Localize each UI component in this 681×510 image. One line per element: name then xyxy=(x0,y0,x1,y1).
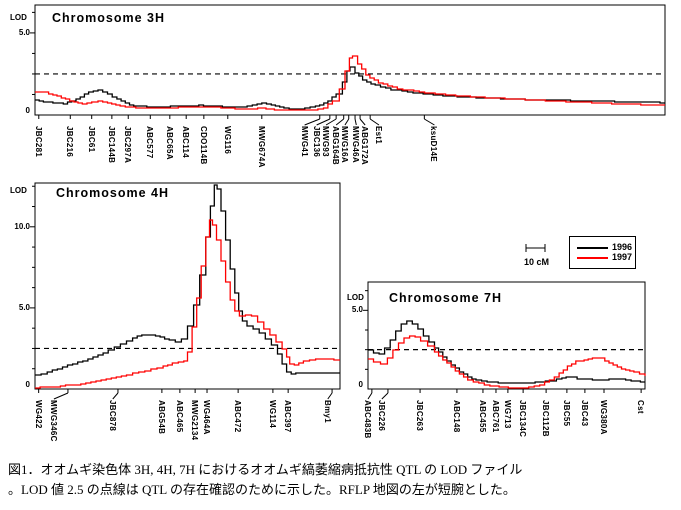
marker-leader-line xyxy=(304,118,320,126)
y-axis-title: LOD xyxy=(10,13,27,22)
y-tick-label-zero: 0 xyxy=(25,380,30,389)
y-axis-title: LOD xyxy=(347,293,364,302)
marker-label-wg422: WG422 xyxy=(33,400,43,429)
marker-label-jbc112b: JBC112B xyxy=(541,400,551,437)
y-axis-title: LOD xyxy=(10,186,27,195)
lod-curve-1996-chromosome-7h xyxy=(368,320,645,384)
marker-label-cst: Cst xyxy=(636,400,646,414)
marker-leader-line xyxy=(112,392,119,400)
marker-label-abc455: ABC455 xyxy=(477,400,487,433)
marker-label-jbc144b: JBC144B xyxy=(106,126,116,164)
plot-box-chromosome-3h xyxy=(34,4,666,116)
marker-label-jbc281: JBC281 xyxy=(33,126,43,158)
y-tick-label: 5.0 xyxy=(351,305,363,315)
lod-curve-1997-chromosome-7h xyxy=(368,335,646,389)
marker-label-jbc226: JBC226 xyxy=(376,400,386,432)
marker-label-mwg46a: MWG46A xyxy=(351,126,361,163)
marker-leader-line xyxy=(381,392,389,400)
y-tick-label-zero: 0 xyxy=(25,106,30,115)
marker-label-abg172a: ABG172A xyxy=(360,126,370,166)
marker-label-abc472: ABC472 xyxy=(233,400,243,433)
marker-label-mwg674a: MWG674A xyxy=(256,126,266,168)
marker-label-wg713: WG713 xyxy=(502,400,512,429)
figure-caption-line1: 図1．オオムギ染色体 3H, 4H, 7H におけるオオムギ縞萎縮病抵抗性 QT… xyxy=(8,462,523,477)
y-tick-label: 10.0 xyxy=(14,221,30,231)
marker-label-jbc878: JBC878 xyxy=(107,400,117,432)
marker-leader-line xyxy=(316,118,331,126)
marker-label-mwg346c: MWG346C xyxy=(48,400,58,442)
marker-label-jbc136: JBC136 xyxy=(311,126,321,158)
marker-label-abg164b: ABG164B xyxy=(331,126,341,166)
marker-label-abc148: ABC148 xyxy=(451,400,461,433)
marker-label-wg464a: WG464A xyxy=(202,400,212,435)
marker-label-jbc263: JBC263 xyxy=(415,400,425,432)
lod-curve-1997-chromosome-4h xyxy=(35,219,340,389)
marker-label-wg380a: WG380A xyxy=(599,400,608,435)
marker-leader-line xyxy=(424,118,435,126)
y-tick-label: 5.0 xyxy=(18,27,30,37)
chart-title-chromosome-7h: Chromosome 7H xyxy=(389,291,503,305)
marker-label-ksud14e: ksuD14E xyxy=(429,126,439,162)
legend-line-1997 xyxy=(577,257,608,259)
marker-label-abc397: ABC397 xyxy=(283,400,293,433)
marker-label-mwg93: MWG93 xyxy=(321,126,331,157)
lod-curve-1996-chromosome-3h xyxy=(35,66,665,110)
marker-label-abc114: ABC114 xyxy=(181,126,191,159)
marker-label-jbc216: JBC216 xyxy=(65,126,75,158)
figure-caption-line2: 。LOD 値 2.5 の点線は QTL の存在確認のために示した。RFLP 地図… xyxy=(8,482,516,497)
plot-box-chromosome-4h xyxy=(34,182,341,390)
marker-label-jbc297a: JBC297A xyxy=(123,126,133,164)
marker-label-jbc43: JBC43 xyxy=(579,400,589,427)
marker-label-abc65a: ABC65A xyxy=(164,126,174,160)
marker-leader-line xyxy=(359,118,366,126)
marker-label-jbc134c: JBC134C xyxy=(518,400,528,438)
marker-label-mwg16a: MWG16A xyxy=(339,126,349,163)
marker-label-est1: Est1 xyxy=(373,126,383,145)
marker-label-cdo114b: CDO114B xyxy=(198,126,208,165)
marker-label-jbc61: JBC61 xyxy=(86,126,96,153)
marker-leader-line xyxy=(335,118,345,126)
marker-leader-line xyxy=(325,118,337,126)
legend-label-1997: 1997 xyxy=(612,252,633,262)
marker-leader-line xyxy=(369,118,380,126)
lod-curve-1997-chromosome-3h xyxy=(35,55,665,111)
marker-label-abc761: ABC761 xyxy=(490,400,500,433)
marker-leader-line xyxy=(344,118,350,126)
marker-leader-line xyxy=(354,118,357,126)
plot-box-chromosome-7h xyxy=(367,281,646,390)
marker-label-abc483b: ABC483B xyxy=(363,400,372,439)
y-tick-label-zero: 0 xyxy=(358,380,363,389)
legend-line-1996 xyxy=(577,247,608,249)
marker-leader-line xyxy=(327,392,333,400)
legend: 1996 1997 xyxy=(569,236,636,269)
lod-curve-1996-chromosome-4h xyxy=(35,184,340,376)
y-tick-label: 5.0 xyxy=(18,302,30,312)
marker-label-mwg41: MWG41 xyxy=(299,126,309,157)
marker-label-jbc55: JBC55 xyxy=(561,400,571,427)
legend-label-1996: 1996 xyxy=(612,242,633,252)
marker-label-abg54b: ABG54B xyxy=(156,400,166,435)
scale-bar-label: 10 cM xyxy=(524,257,550,267)
marker-label-abc577: ABC577 xyxy=(145,126,155,159)
marker-label-wg114: WG114 xyxy=(267,400,277,429)
marker-leader-line xyxy=(367,392,373,400)
marker-label-wg116: WG116 xyxy=(222,126,232,155)
chart-title-chromosome-3h: Chromosome 3H xyxy=(52,11,166,25)
marker-leader-line xyxy=(53,392,69,400)
chart-title-chromosome-4h: Chromosome 4H xyxy=(56,186,170,200)
marker-label-bmy1: Bmy1 xyxy=(322,400,332,423)
marker-label-mwg2134: MWG2134 xyxy=(190,400,200,441)
marker-label-abc465: ABC465 xyxy=(174,400,184,433)
